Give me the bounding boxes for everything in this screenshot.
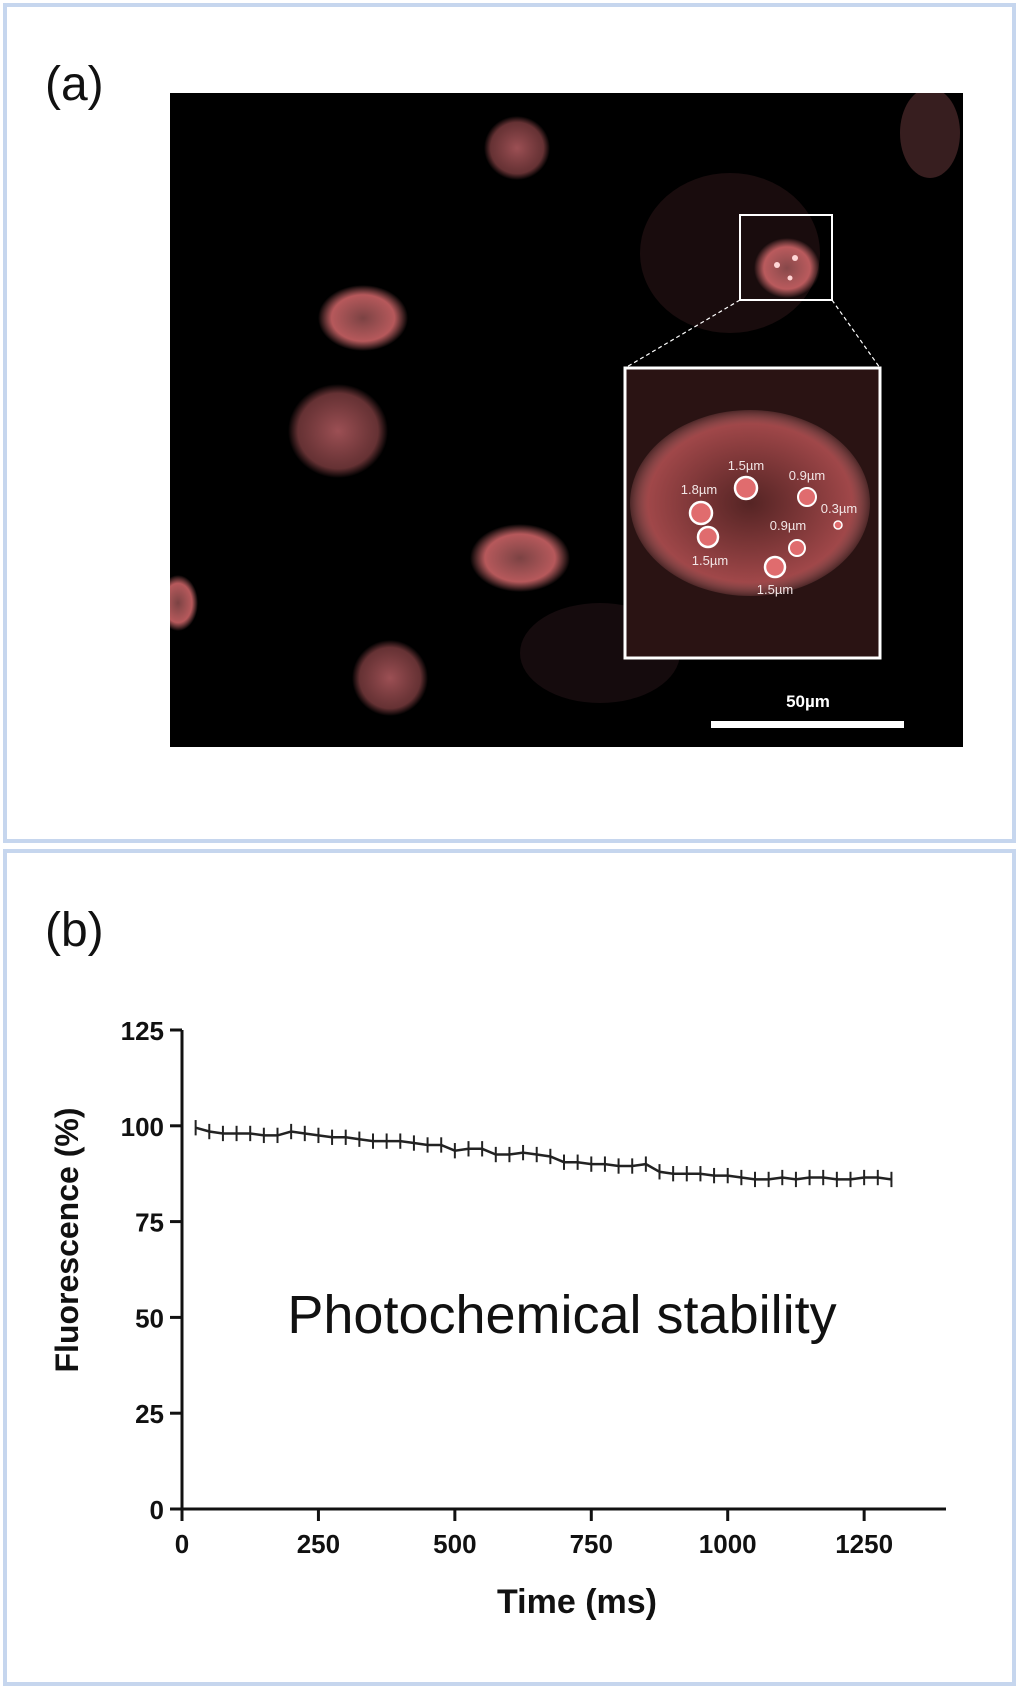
scale-bar-label: 50µm	[786, 692, 830, 711]
inset-spot	[696, 525, 720, 549]
inset-label: 0.3µm	[821, 501, 857, 516]
inset-spot	[788, 539, 806, 557]
zoom-inset: 1.5µm 0.9µm 1.8µm 0.3µm 0.9µm 1.5µm 1.5µ…	[623, 366, 882, 660]
inset-label: 1.5µm	[692, 553, 728, 568]
cell-nucleus	[318, 285, 408, 351]
panel-b: (b)	[3, 849, 1016, 1686]
inset-spot	[733, 475, 759, 501]
bright-spot	[792, 255, 798, 261]
panel-b-label: (b)	[45, 904, 104, 957]
bright-spot	[787, 275, 793, 281]
inset-label: 0.9µm	[789, 468, 825, 483]
inset-nucleus	[630, 410, 870, 596]
cell-nucleus	[470, 524, 570, 592]
zoom-region-box	[739, 214, 833, 301]
scale-bar	[711, 721, 904, 728]
inset-label: 1.8µm	[681, 482, 717, 497]
panel-a-label: (a)	[45, 58, 104, 111]
cell-nucleus	[484, 116, 550, 180]
inset-spot	[797, 487, 817, 507]
faint-cell	[900, 93, 960, 178]
zoom-line-left	[624, 299, 741, 369]
zoomed-cell	[754, 238, 820, 298]
inset-label: 1.5µm	[757, 582, 793, 597]
cell-body	[352, 640, 428, 716]
inset-spot	[833, 520, 843, 530]
cell-edge	[170, 575, 198, 631]
cell-body	[288, 384, 388, 478]
inset-label: 1.5µm	[728, 458, 764, 473]
bright-spot	[774, 262, 780, 268]
inset-spot	[763, 555, 787, 579]
fluorescence-micrograph: 1.5µm 0.9µm 1.8µm 0.3µm 0.9µm 1.5µm 1.5µ…	[170, 93, 963, 747]
inset-label: 0.9µm	[770, 518, 806, 533]
inset-spot	[688, 500, 714, 526]
